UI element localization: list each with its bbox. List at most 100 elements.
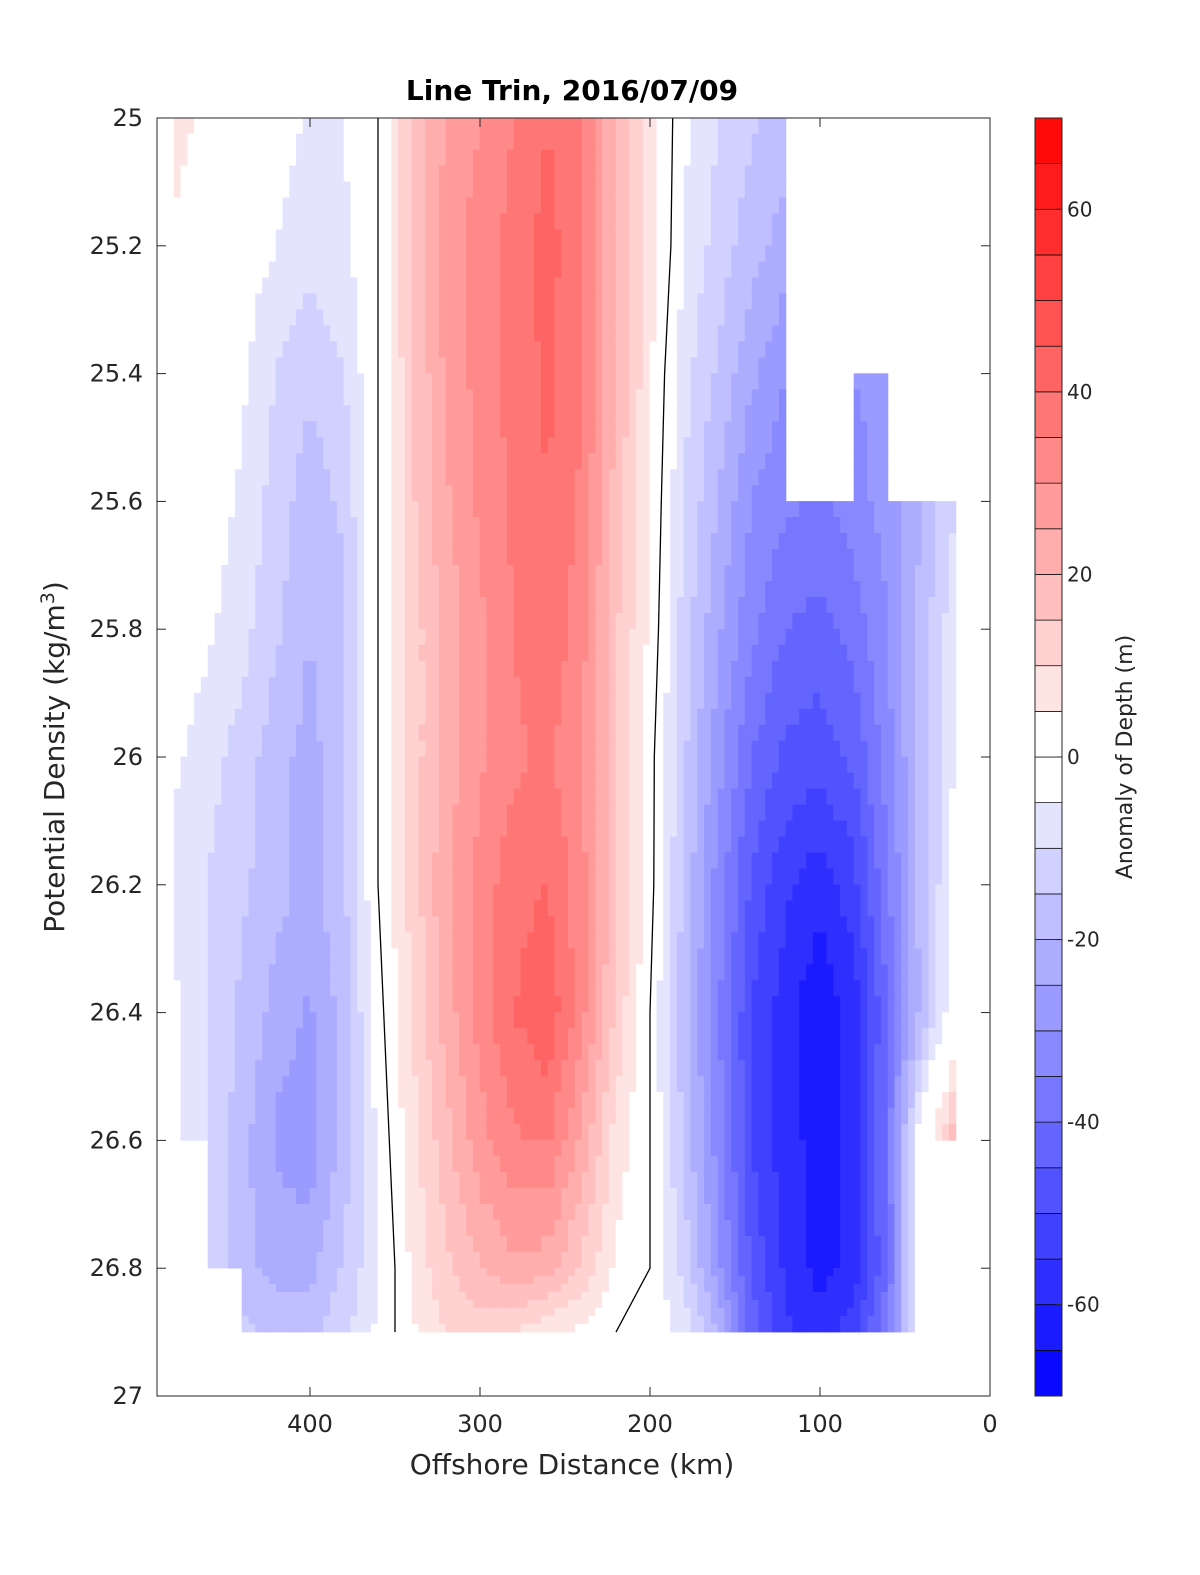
contour-cell	[411, 213, 420, 231]
contour-cell	[418, 213, 426, 231]
contour-cell	[234, 580, 243, 598]
contour-cell	[656, 357, 664, 374]
contour-cell	[860, 740, 868, 758]
contour-cell	[173, 453, 182, 470]
contour-cell	[432, 277, 440, 295]
contour-cell	[704, 724, 712, 742]
contour-cell	[629, 133, 637, 151]
contour-cell	[493, 197, 501, 215]
contour-cell	[642, 437, 651, 454]
contour-cell	[527, 197, 535, 215]
contour-cell	[228, 708, 236, 726]
contour-cell	[323, 118, 331, 135]
contour-cell	[262, 309, 270, 326]
contour-cell	[364, 213, 372, 231]
contour-cell	[867, 580, 875, 598]
contour-cell	[255, 421, 263, 438]
contour-cell	[785, 565, 794, 582]
contour-cell	[588, 676, 596, 694]
contour-cell	[867, 612, 875, 630]
contour-cell	[887, 740, 896, 758]
contour-cell	[411, 549, 420, 566]
contour-cell	[928, 724, 936, 742]
contour-cell	[948, 708, 957, 726]
contour-cell	[676, 565, 685, 582]
contour-cell	[187, 133, 195, 151]
contour-cell	[493, 836, 501, 854]
contour-cell	[398, 692, 406, 710]
contour-cell	[663, 852, 671, 870]
contour-cell	[262, 868, 270, 886]
contour-cell	[309, 149, 318, 167]
contour-cell	[323, 740, 331, 758]
contour-cell	[438, 197, 447, 215]
contour-cell	[683, 245, 692, 263]
contour-cell	[513, 788, 522, 806]
contour-cell	[330, 118, 338, 135]
contour-cell	[874, 533, 882, 550]
contour-cell	[513, 756, 522, 774]
contour-cell	[404, 644, 413, 662]
contour-cell	[602, 197, 610, 215]
contour-cell	[221, 612, 229, 630]
contour-cell	[194, 245, 202, 263]
contour-cell	[479, 740, 488, 758]
contour-cell	[602, 293, 610, 310]
contour-cell	[588, 133, 596, 151]
contour-cell	[676, 357, 685, 374]
contour-cell	[581, 133, 590, 151]
contour-cell	[867, 485, 875, 502]
contour-cell	[744, 852, 753, 870]
contour-cell	[493, 612, 501, 630]
contour-cell	[867, 628, 875, 646]
contour-cell	[493, 708, 501, 726]
contour-cell	[194, 820, 202, 838]
contour-cell	[670, 197, 678, 215]
contour-cell	[323, 421, 331, 438]
contour-cell	[255, 437, 263, 454]
contour-cell	[547, 756, 556, 774]
contour-cell	[615, 229, 624, 247]
contour-cell	[268, 165, 277, 183]
contour-cell	[309, 437, 318, 454]
contour-cell	[472, 692, 481, 710]
contour-cell	[194, 197, 202, 215]
contour-cell	[901, 676, 909, 694]
contour-cell	[309, 405, 318, 422]
contour-cell	[500, 437, 508, 454]
contour-cell	[595, 421, 603, 438]
contour-cell	[343, 549, 352, 566]
contour-cell	[812, 772, 821, 790]
contour-cell	[194, 852, 202, 870]
contour-cell	[520, 740, 528, 758]
contour-cell	[296, 708, 304, 726]
contour-cell	[724, 453, 732, 470]
contour-cell	[200, 964, 209, 981]
contour-cell	[316, 517, 324, 534]
contour-cell	[860, 836, 868, 854]
contour-cell	[506, 357, 515, 374]
contour-cell	[200, 165, 209, 183]
contour-cell	[506, 453, 515, 470]
contour-cell	[180, 453, 188, 470]
contour-cell	[411, 644, 420, 662]
contour-cell	[404, 628, 413, 646]
contour-cell	[806, 517, 814, 534]
contour-cell	[493, 245, 501, 263]
contour-cell	[275, 277, 284, 295]
contour-cell	[228, 580, 236, 598]
contour-cell	[275, 756, 284, 774]
contour-cell	[663, 804, 671, 822]
contour-cell	[636, 485, 644, 502]
contour-cell	[636, 213, 644, 231]
contour-cell	[846, 676, 855, 694]
contour-cell	[867, 852, 875, 870]
contour-cell	[724, 245, 732, 263]
contour-cell	[608, 325, 617, 342]
contour-cell	[615, 660, 624, 678]
contour-cell	[425, 165, 433, 183]
contour-cell	[812, 565, 821, 582]
contour-cell	[493, 852, 501, 870]
contour-cell	[173, 756, 182, 774]
contour-cell	[255, 836, 263, 854]
